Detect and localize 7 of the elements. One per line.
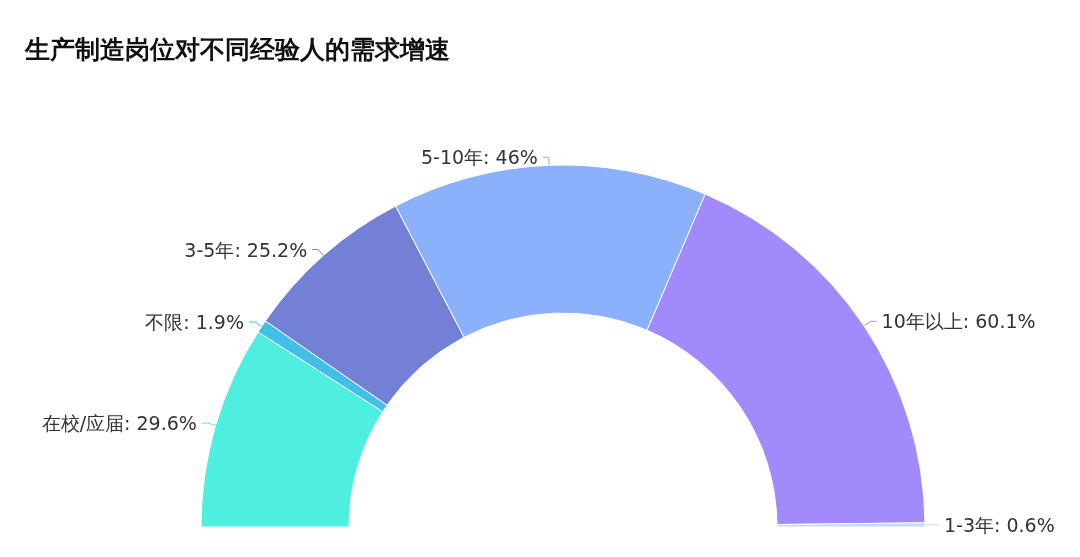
slice-label: 1-3年: 0.6% bbox=[943, 513, 1055, 536]
slice-label: 3-5年: 25.2% bbox=[184, 238, 308, 261]
slice-label: 在校/应届: 29.6% bbox=[41, 412, 197, 435]
slice-label: 不限: 1.9% bbox=[145, 310, 245, 333]
chart-title: 生产制造岗位对不同经验人的需求增速 bbox=[24, 35, 450, 64]
slice-label: 10年以上: 60.1% bbox=[881, 310, 1036, 333]
slice-label: 5-10年: 46% bbox=[420, 146, 538, 169]
